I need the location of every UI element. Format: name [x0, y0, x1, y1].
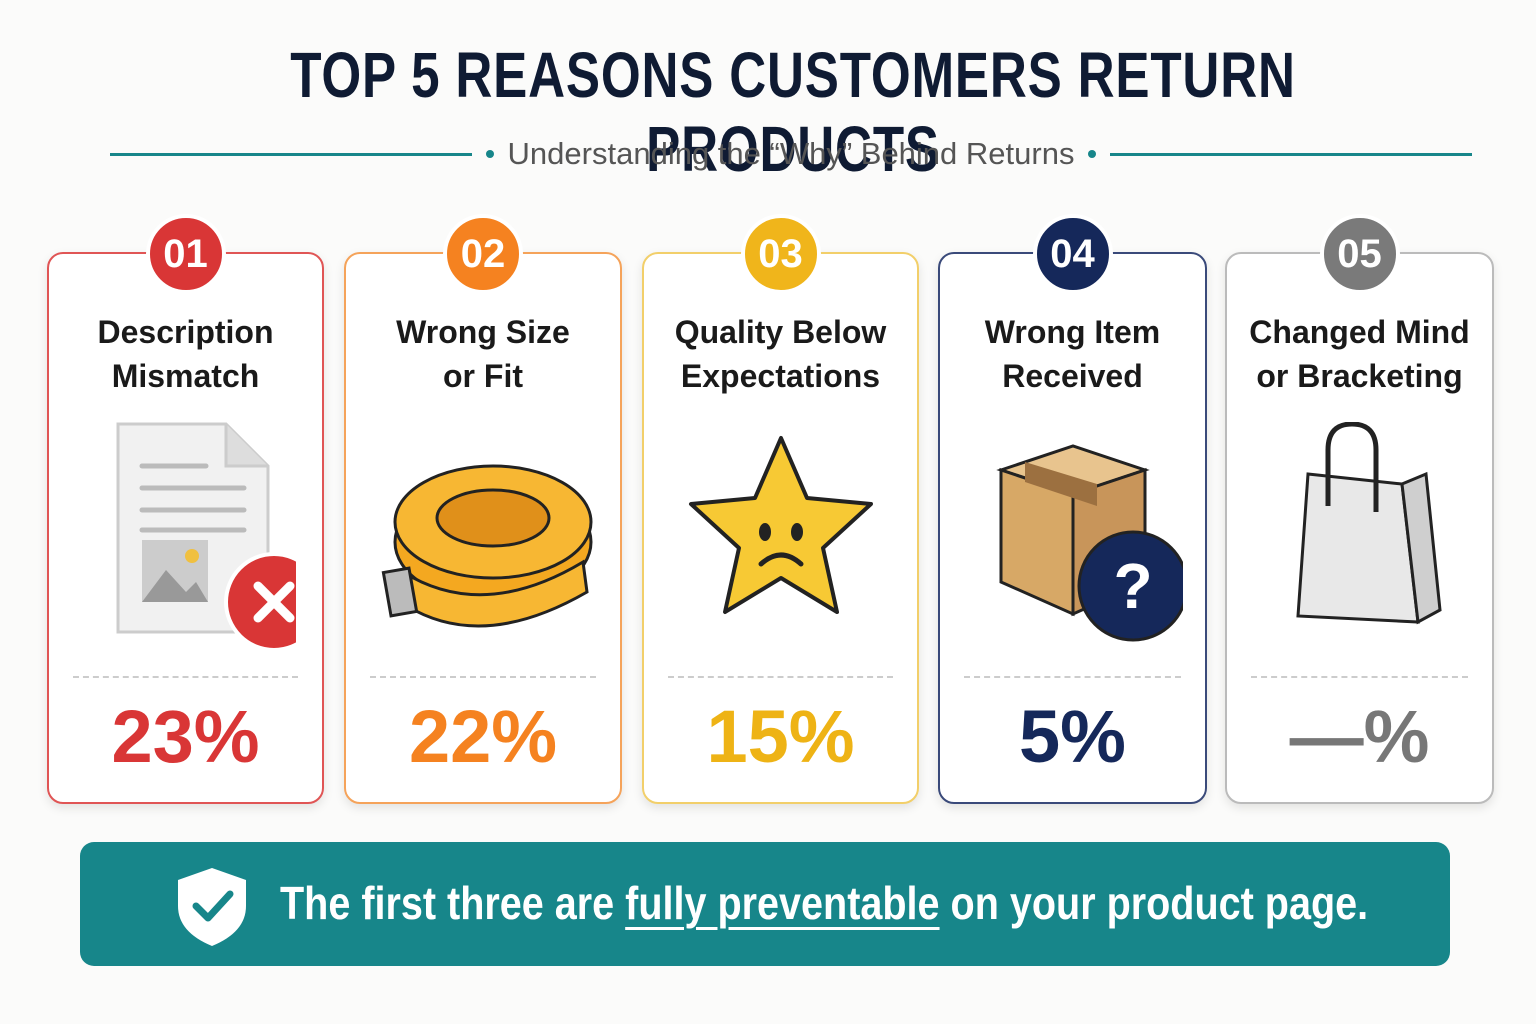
text: The first three are — [280, 877, 615, 929]
card-title: Wrong Size or Fit — [346, 310, 620, 398]
percentage: 15% — [706, 695, 855, 778]
percentage: 22% — [408, 695, 558, 778]
title: TOP 5 REASONS CUSTOMERS RETURN PRODUCTS — [290, 39, 1296, 185]
badge: 02 — [443, 214, 523, 294]
dot — [1088, 150, 1097, 158]
shield-icon — [178, 868, 246, 946]
line: Description — [97, 314, 274, 350]
line: Received — [1002, 358, 1143, 394]
svg-text:?: ? — [1113, 550, 1152, 622]
document-icon — [116, 422, 296, 652]
box-icon: ? — [995, 444, 1183, 642]
text: on your product page. — [950, 877, 1369, 929]
card: 03 Quality Below Expectations 15% — [642, 214, 919, 804]
line: Wrong Size — [396, 314, 570, 350]
line: Mismatch — [111, 358, 260, 394]
highlight: fully preventable — [625, 877, 940, 929]
divider — [964, 676, 1181, 678]
percentage: 5% — [1019, 695, 1126, 778]
banner: The first three are fully preventable on… — [80, 842, 1450, 966]
card-title: Changed Mind or Bracketing — [1227, 310, 1492, 398]
card-title: Description Mismatch — [49, 310, 322, 398]
divider — [73, 676, 298, 678]
line: or Bracketing — [1256, 358, 1463, 394]
badge: 04 — [1032, 214, 1113, 294]
subtitle: Understanding the “Why” Behind Returns — [507, 136, 1075, 171]
card-title: Wrong Item Received — [940, 310, 1205, 398]
rule — [110, 152, 472, 156]
line: Expectations — [680, 358, 881, 394]
card-title: Quality Below Expectations — [644, 310, 917, 398]
badge: 01 — [145, 214, 226, 294]
percentage: 23% — [111, 695, 260, 778]
divider — [668, 676, 893, 678]
star-icon — [688, 436, 873, 614]
line: Changed Mind — [1249, 314, 1470, 350]
badge: 05 — [1319, 214, 1400, 294]
banner-text: The first three are fully preventable on… — [280, 876, 1368, 930]
line: Wrong Item — [984, 314, 1161, 350]
subtitle-row: Understanding the “Why” Behind Returns — [110, 134, 1472, 174]
card: 04 Wrong Item Received ? 5% — [938, 214, 1207, 804]
card: 01 Description Mismatch 23% — [47, 214, 324, 804]
badge: 03 — [740, 214, 821, 294]
rule — [1110, 152, 1472, 156]
line: Quality Below — [674, 314, 887, 350]
divider — [370, 676, 596, 678]
divider — [1251, 676, 1468, 678]
line: or Fit — [443, 358, 523, 394]
dot — [485, 150, 494, 158]
percentage: —% — [1289, 695, 1430, 778]
card: 02 Wrong Size or Fit 22% — [344, 214, 622, 804]
tape-icon — [381, 464, 593, 628]
bag-icon — [1295, 422, 1442, 625]
card: 05 Changed Mind or Bracketing —% — [1225, 214, 1494, 804]
